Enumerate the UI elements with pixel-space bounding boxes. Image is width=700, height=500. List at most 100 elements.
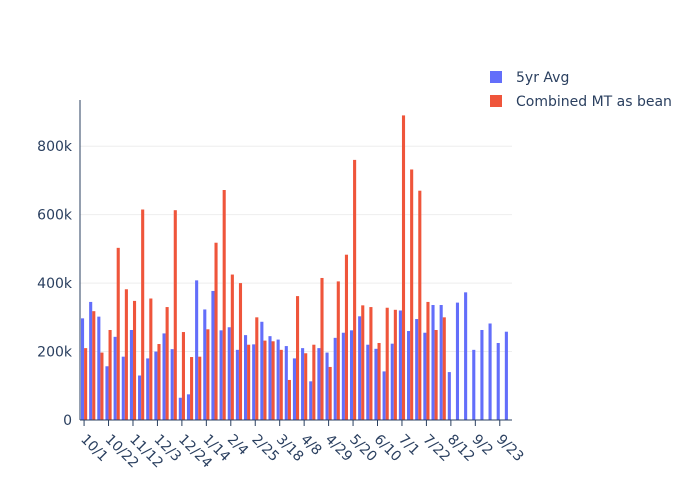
bar-avg — [211, 290, 215, 420]
legend: 5yr Avg Combined MT as bean — [490, 70, 672, 110]
legend-swatch — [490, 71, 502, 83]
bar-avg — [121, 356, 125, 420]
bar-avg — [333, 337, 337, 420]
bar-avg — [431, 305, 435, 420]
bar-avg — [276, 339, 280, 420]
bar-avg — [423, 332, 427, 420]
x-tick-label: 7/22 — [420, 432, 454, 466]
x-tick-label: 9/23 — [493, 432, 527, 466]
x-tick-label: 6/10 — [371, 432, 405, 466]
bar-combined — [271, 341, 275, 420]
bar-combined — [190, 357, 194, 420]
bar-combined — [287, 379, 291, 420]
bar-avg — [309, 381, 313, 420]
bar-combined — [181, 332, 185, 420]
bar-combined — [141, 209, 145, 420]
bar-avg — [447, 372, 451, 420]
bars — [80, 115, 508, 421]
bar-combined — [116, 247, 120, 420]
bar-avg — [227, 327, 231, 420]
bar-avg — [129, 329, 133, 420]
bar-avg — [284, 346, 288, 420]
bar-combined — [173, 210, 177, 420]
bar-combined — [401, 115, 406, 421]
bar-avg — [219, 330, 223, 420]
bar-combined — [304, 353, 308, 420]
x-tick-labels: 10/110/2211/1212/312/241/142/42/253/184/… — [77, 420, 526, 471]
bar-combined — [385, 307, 389, 420]
bar-avg — [105, 366, 109, 420]
y-tick-labels: 0 200k 400k 600k 800k — [37, 139, 73, 429]
bar-combined — [198, 356, 202, 420]
bar-avg — [472, 349, 476, 420]
y-tick-label: 200k — [37, 345, 73, 361]
bar-avg — [382, 371, 386, 420]
legend-swatch — [490, 95, 502, 107]
bar-combined — [320, 277, 324, 420]
bar-avg — [170, 349, 174, 420]
bar-combined — [92, 311, 96, 420]
y-tick-label: 600k — [37, 208, 73, 224]
x-tick-label: 5/20 — [346, 432, 380, 466]
bar-combined — [426, 301, 430, 420]
bar-combined — [165, 307, 169, 420]
bar-combined — [255, 317, 259, 420]
bar-avg — [496, 342, 500, 420]
bar-combined — [247, 344, 251, 420]
x-tick-label: 8/12 — [444, 432, 478, 466]
bar-combined — [100, 352, 104, 420]
axes — [79, 100, 512, 421]
bar-avg — [252, 344, 256, 420]
bar-combined — [312, 344, 316, 420]
bar-avg — [366, 344, 370, 420]
bar-combined — [157, 344, 161, 420]
bar-avg — [292, 358, 296, 420]
bar-combined — [279, 349, 283, 420]
bar-avg — [178, 397, 182, 420]
bar-avg — [407, 331, 411, 420]
bar-avg — [97, 316, 101, 420]
bar-combined — [124, 289, 128, 420]
bar-avg — [358, 316, 362, 420]
bar-avg — [374, 348, 378, 420]
bar-combined — [214, 242, 218, 420]
bar-combined — [263, 340, 267, 420]
bar-avg — [488, 323, 492, 420]
x-tick-label: 2/25 — [248, 432, 282, 466]
x-tick-label: 4/29 — [322, 432, 356, 466]
bar-avg — [480, 329, 484, 420]
bar-combined — [230, 274, 234, 420]
bar-combined — [222, 190, 226, 420]
bar-avg — [325, 352, 329, 420]
bar-combined — [393, 309, 397, 420]
bar-combined — [434, 329, 438, 420]
bar-avg — [138, 375, 142, 420]
bar-avg — [268, 336, 272, 420]
legend-label: Combined MT as bean — [516, 94, 672, 110]
bar-combined — [369, 307, 373, 420]
bar-combined — [344, 254, 349, 420]
bar-avg — [195, 280, 199, 420]
bar-combined — [238, 283, 243, 420]
bar-avg — [439, 305, 443, 420]
bar-combined — [108, 329, 112, 420]
y-tick-label: 400k — [37, 276, 73, 292]
bar-combined — [442, 317, 446, 420]
bar-combined — [206, 329, 210, 420]
bar-avg — [464, 292, 468, 420]
bar-avg — [80, 318, 85, 420]
bar-avg — [349, 330, 354, 420]
bar-avg — [186, 394, 191, 420]
y-tick-label: 0 — [63, 413, 72, 429]
bar-avg — [504, 331, 508, 420]
bar-combined — [296, 296, 300, 420]
bar-combined — [410, 169, 414, 420]
bar-avg — [154, 351, 158, 420]
bar-combined — [132, 300, 137, 420]
bar-avg — [455, 302, 460, 420]
bar-avg — [415, 319, 419, 420]
bar-avg — [260, 321, 264, 420]
bar-avg — [341, 332, 345, 420]
bar-combined — [418, 190, 422, 420]
bar-avg — [398, 310, 402, 420]
